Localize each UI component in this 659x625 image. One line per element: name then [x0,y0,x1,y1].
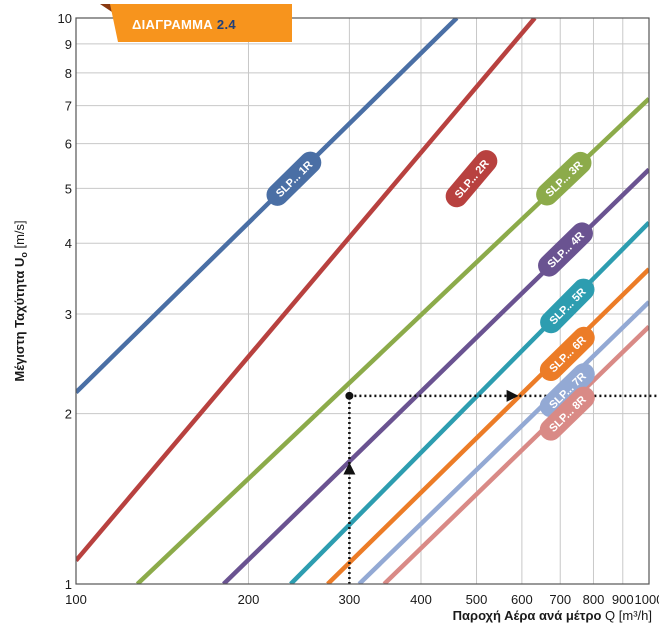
arrow-up-icon [343,462,356,475]
y-tick-label: 10 [58,11,72,26]
y-tick-label: 3 [65,307,72,322]
badge-background [110,4,292,42]
series-label-pill [445,150,498,208]
series-label-pill [539,363,595,418]
x-tick-label: 700 [549,592,571,607]
series-label-pill [266,151,322,206]
series-label-pill [538,222,593,277]
series-line [76,18,537,563]
plot-frame [75,17,650,585]
series-label-pill [536,151,592,206]
x-tick-label: 1000 [635,592,659,607]
x-tick-label: 200 [238,592,260,607]
y-tick-label: 6 [65,137,72,152]
series-label-pill [540,278,595,334]
diagram-badge: ΔΙΑΓΡΑΜΜΑ 2.4 [100,4,292,42]
y-tick-label: 4 [65,236,72,251]
y-tick-label: 1 [65,577,72,592]
x-tick-label: 400 [410,592,432,607]
series-label-pill [539,326,595,381]
series-line [76,18,459,395]
y-tick-label: 9 [65,37,72,52]
series-label-pill [539,386,595,441]
y-tick-label: 2 [65,407,72,422]
arrow-right-icon [506,389,519,402]
series-line [357,300,649,584]
series-line [382,324,649,584]
annotation-guides [343,389,659,584]
series-line [326,267,649,584]
tick-labels: 100 200 300 400 500 600 700 800 9001000 1 2 3 4 5 6 7 8 9… [58,11,659,607]
x-tick-label: 500 [466,592,488,607]
guide-point [345,391,354,400]
x-tick-label: 900 [612,592,634,607]
series-lines [76,18,649,584]
x-tick-label: 300 [339,592,361,607]
x-axis-title: Παροχή Αέρα ανά μέτρο Q [m³/h] [453,608,652,623]
x-tick-label: 600 [511,592,533,607]
y-axis-title: Μέγιστη Ταχύτητα Uo [m/s] [12,220,29,381]
x-tick-label: 800 [583,592,605,607]
y-tick-label: 5 [65,181,72,196]
x-tick-label: 100 [65,592,87,607]
y-tick-label: 7 [65,99,72,114]
y-tick-label: 8 [65,66,72,81]
badge-title: ΔΙΑΓΡΑΜΜΑ 2.4 [132,17,236,32]
badge-ribbon-fold [100,4,112,12]
